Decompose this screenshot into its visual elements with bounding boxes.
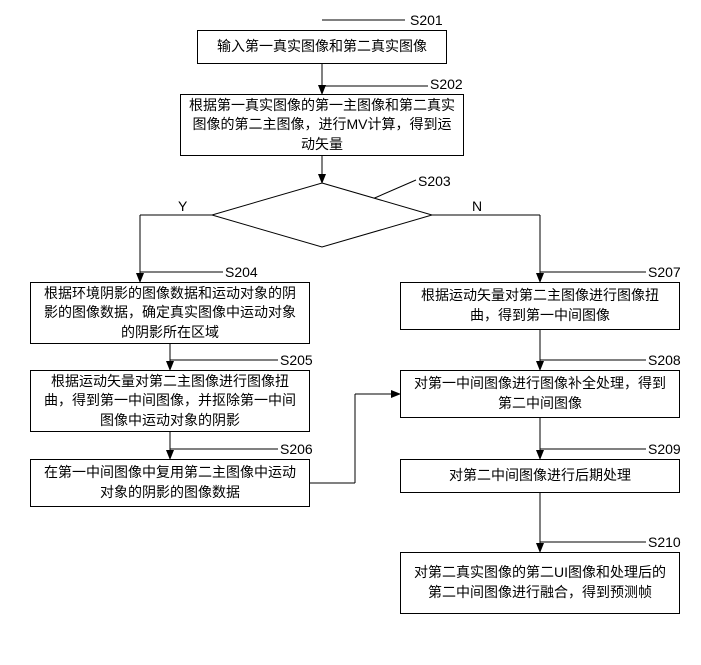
node-s204: 根据环境阴影的图像数据和运动对象的阴影的图像数据，确定真实图像中运动对象的阴影所… <box>30 282 310 344</box>
label-s205: S205 <box>280 352 313 368</box>
node-s208: 对第一中间图像进行图像补全处理，得到第二中间图像 <box>400 370 680 418</box>
node-s201: 输入第一真实图像和第二真实图像 <box>197 30 447 64</box>
label-s210: S210 <box>648 534 681 550</box>
node-s206: 在第一中间图像中复用第二主图像中运动对象的阴影的图像数据 <box>30 459 310 507</box>
label-no: N <box>472 198 482 214</box>
node-s209: 对第二中间图像进行后期处理 <box>400 459 680 493</box>
label-s202: S202 <box>430 76 463 92</box>
label-s209: S209 <box>648 441 681 457</box>
label-yes: Y <box>178 198 187 214</box>
node-s205: 根据运动矢量对第二主图像进行图像扭曲，得到第一中间图像，并抠除第一中间图像中运动… <box>30 370 310 432</box>
label-s208: S208 <box>648 352 681 368</box>
label-s206: S206 <box>280 441 313 457</box>
node-s207: 根据运动矢量对第二主图像进行图像扭曲，得到第一中间图像 <box>400 282 680 330</box>
label-s201: S201 <box>410 12 443 28</box>
label-s203: S203 <box>418 173 451 189</box>
label-s204: S204 <box>225 264 258 280</box>
label-s207: S207 <box>648 264 681 280</box>
node-s210: 对第二真实图像的第二UI图像和处理后的第二中间图像进行融合，得到预测帧 <box>400 552 680 614</box>
node-s202: 根据第一真实图像的第一主图像和第二真实图像的第二主图像，进行MV计算，得到运动矢… <box>180 94 464 156</box>
node-s203-text: 确定开启阴影渲染 <box>252 207 392 227</box>
